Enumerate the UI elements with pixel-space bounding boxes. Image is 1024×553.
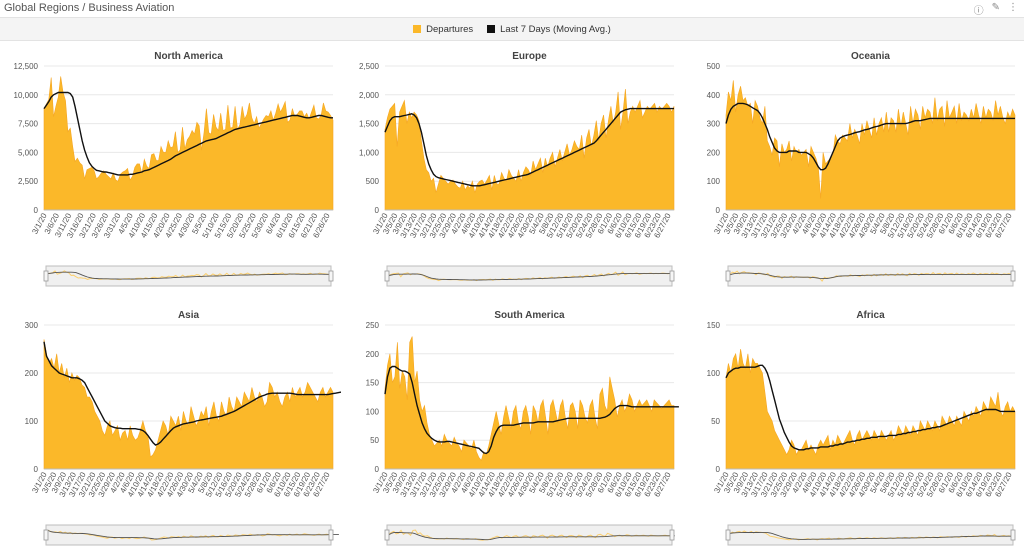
navigator-handle-right[interactable] [1010, 529, 1016, 541]
navigator-handle-left[interactable] [384, 529, 390, 541]
navigator-handle-left[interactable] [384, 270, 390, 282]
moving-avg-line [725, 364, 1015, 451]
chart-panel-south-america: South America 0 50 100 150 200 250 3/1/20 3/5/20… [341, 303, 682, 551]
navigator-handle-right[interactable] [1010, 270, 1016, 282]
y-tick-label: 2,500 [18, 177, 39, 186]
y-tick-label: 0 [34, 465, 39, 474]
y-tick-label: 10,000 [14, 91, 39, 100]
legend-item-moving-avg[interactable]: Last 7 Days (Moving Avg.) [487, 24, 611, 35]
navigator-handle-left[interactable] [725, 529, 731, 541]
y-tick-label: 300 [25, 321, 39, 330]
y-tick-label: 0 [375, 465, 380, 474]
y-tick-label: 50 [370, 436, 379, 445]
y-tick-label: 1,500 [359, 120, 380, 129]
y-tick-label: 150 [366, 379, 380, 388]
y-tick-label: 500 [707, 62, 721, 71]
navigator-avg-line [388, 532, 675, 541]
navigator-handle-left[interactable] [725, 270, 731, 282]
navigator-avg-line [47, 529, 339, 540]
y-tick-label: 100 [25, 417, 39, 426]
legend-item-departures[interactable]: Departures [413, 24, 473, 35]
navigator-handle-right[interactable] [328, 270, 334, 282]
chart-svg-oceania: Oceania01002003004005003/1/203/5/203/9/2… [707, 51, 1016, 287]
navigator-window[interactable] [727, 524, 1014, 546]
y-tick-label: 300 [707, 120, 721, 129]
moving-avg-line [725, 102, 1015, 171]
y-tick-label: 150 [707, 321, 721, 330]
y-tick-label: 0 [716, 465, 721, 474]
departures-area [384, 88, 675, 211]
y-tick-label: 1,000 [359, 148, 380, 157]
departures-area [43, 76, 334, 211]
y-tick-label: 200 [707, 148, 721, 157]
y-tick-label: 2,500 [359, 62, 380, 71]
legend-label-moving-avg: Last 7 Days (Moving Avg.) [500, 23, 611, 35]
y-tick-label: 250 [366, 321, 380, 330]
navigator-handle-left[interactable] [43, 529, 49, 541]
chart-legend: Departures Last 7 Days (Moving Avg.) [0, 18, 1024, 41]
chart-title: South America [494, 310, 565, 321]
page-title: Global Regions / Business Aviation [4, 2, 175, 14]
chart-title: Africa [856, 310, 885, 321]
moving-avg-line [43, 341, 341, 446]
y-tick-label: 100 [366, 407, 380, 416]
departures-area [43, 339, 334, 470]
navigator-window[interactable] [386, 265, 673, 287]
navigator-avg-line [47, 271, 329, 280]
navigator-handle-right[interactable] [328, 529, 334, 541]
navigator-handle-left[interactable] [43, 270, 49, 282]
y-tick-label: 5,000 [18, 148, 39, 157]
y-tick-label: 7,500 [18, 120, 39, 129]
chart-svg-north-america: North America 0 2,500 5,000 7,500 10,000 12,50… [14, 51, 334, 287]
edit-icon[interactable]: ✎ [991, 2, 1000, 13]
navigator-handle-right[interactable] [669, 529, 675, 541]
chart-title: Asia [178, 310, 200, 321]
y-tick-label: 500 [366, 177, 380, 186]
chart-panel-north-america: North America 0 2,500 5,000 7,500 10,000 12,50… [0, 44, 341, 292]
chart-svg-africa: Africa0501001503/1/203/5/203/9/203/13/20… [707, 310, 1016, 546]
y-tick-label: 0 [34, 206, 39, 215]
y-tick-label: 200 [366, 350, 380, 359]
y-tick-label: 0 [375, 206, 380, 215]
moving-avg-line [43, 91, 333, 176]
navigator-avg-line [388, 273, 670, 281]
legend-swatch-departures [413, 25, 422, 33]
title-bar: Global Regions / Business Aviation ⓘ ✎ ⋮ [0, 0, 1024, 18]
info-icon[interactable]: ⓘ [973, 6, 984, 17]
moving-avg-line [384, 107, 674, 187]
header-actions: ⓘ ✎ ⋮ [974, 2, 1018, 17]
y-tick-label: 100 [707, 369, 721, 378]
y-tick-label: 200 [25, 369, 39, 378]
more-icon[interactable]: ⋮ [1008, 2, 1018, 13]
y-tick-label: 50 [711, 417, 720, 426]
y-tick-label: 400 [707, 91, 721, 100]
chart-panel-asia: Asia 0 100 200 300 3/1/20 3/5/20 3/9/20 3/13/20 3… [0, 303, 341, 551]
y-tick-label: 100 [707, 177, 721, 186]
chart-title: North America [154, 51, 223, 62]
departures-area [725, 348, 1016, 470]
legend-swatch-moving-avg [487, 25, 496, 33]
moving-avg-line [384, 365, 679, 455]
y-tick-label: 0 [716, 206, 721, 215]
chart-panel-oceania: Oceania 0 100 200 300 400 500 3/1/20 3/5/20 3/9/2… [682, 44, 1023, 292]
chart-title: Europe [512, 51, 547, 62]
navigator-avg-line [729, 531, 1011, 540]
navigator-avg-line [729, 272, 1011, 280]
y-tick-label: 12,500 [14, 62, 39, 71]
navigator-handle-right[interactable] [669, 270, 675, 282]
departures-area [384, 336, 675, 470]
chart-svg-south-america: South America0501001502002503/1/203/5/20… [366, 310, 679, 546]
chart-title: Oceania [851, 51, 890, 62]
departures-area [725, 80, 1016, 211]
chart-svg-europe: Europe05001,0001,5002,0002,5003/1/203/5/… [359, 51, 675, 287]
chart-panel-europe: Europe 0 500 1,000 1,500 2,000 2,500 3/1/20 3/5/… [341, 44, 682, 292]
legend-label-departures: Departures [426, 23, 474, 35]
y-tick-label: 2,000 [359, 91, 380, 100]
chart-svg-asia: Asia01002003003/1/203/5/203/9/203/13/203… [25, 310, 341, 546]
chart-panel-africa: Africa 0 50 100 150 3/1/20 3/5/20 3/9/20 3/13/20… [682, 303, 1023, 551]
